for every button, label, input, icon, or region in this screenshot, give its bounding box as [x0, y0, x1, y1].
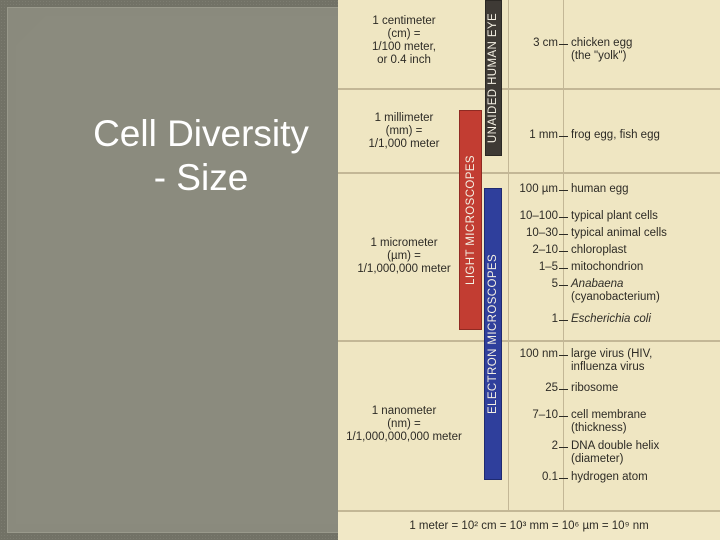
- size-value: 100 nm: [519, 348, 558, 360]
- scale-example: typical animal cells: [571, 227, 667, 239]
- size-value: 3 cm: [533, 37, 558, 49]
- scale-example: human egg: [571, 183, 629, 195]
- scale-tick: [559, 44, 568, 45]
- unaided-eye-label: UNAIDED HUMAN EYE: [487, 12, 500, 144]
- size-value: 2–10: [532, 244, 558, 256]
- scale-example: cell membrane (thickness): [571, 409, 647, 434]
- column-divider: [508, 0, 509, 510]
- scale-tick: [559, 234, 568, 235]
- unit-conversion-footer: 1 meter = 10² cm = 10³ mm = 10⁶ µm = 10⁹…: [338, 510, 720, 540]
- unit-millimeter: 1 millimeter (mm) = 1/1,000 meter: [368, 112, 440, 150]
- scale-tick: [559, 217, 568, 218]
- scale-example: Anabaena (cyanobacterium): [571, 278, 660, 303]
- unit-centimeter: 1 centimeter (cm) = 1/100 meter, or 0.4 inc…: [372, 15, 436, 66]
- scale-tick: [559, 190, 568, 191]
- scale-example: large virus (HIV, influenza virus: [571, 348, 653, 373]
- scale-tick: [559, 416, 568, 417]
- scale-example: typical plant cells: [571, 210, 658, 222]
- scale-tick: [559, 268, 568, 269]
- slide-title-line-2: - Size: [153, 157, 249, 198]
- title-panel: [16, 16, 338, 524]
- scale-example: DNA double helix (diameter): [571, 440, 660, 465]
- scale-tick: [559, 136, 568, 137]
- unit-nanometer: 1 nanometer (nm) = 1/1,000,000,000 meter: [346, 405, 462, 443]
- size-value: 10–100: [519, 210, 558, 222]
- size-value: 1 mm: [529, 129, 558, 141]
- scale-example: chicken egg (the "yolk"): [571, 37, 633, 62]
- scale-tick: [559, 447, 568, 448]
- scale-tick: [559, 355, 568, 356]
- band-divider: [338, 340, 720, 342]
- size-value: 0.1: [542, 471, 558, 483]
- electron-microscope-range-bar: ELECTRON MICROSCOPES: [484, 188, 502, 480]
- scale-example: ribosome: [571, 382, 619, 394]
- size-value: 7–10: [532, 409, 558, 421]
- size-value: 5: [551, 278, 558, 290]
- slide-title-line-1: Cell Diversity: [93, 113, 309, 154]
- size-value: 1: [551, 313, 558, 325]
- unit-micrometer: 1 micrometer (µm) = 1/1,000,000 meter: [357, 237, 451, 275]
- scale-example: frog egg, fish egg: [571, 129, 660, 141]
- scale-example: hydrogen atom: [571, 471, 648, 483]
- size-value: 25: [545, 382, 558, 394]
- unaided-eye-range-bar: UNAIDED HUMAN EYE: [485, 0, 502, 156]
- scale-example: chloroplast: [571, 244, 627, 256]
- scale-tick: [559, 478, 568, 479]
- scale-example: Escherichia coli: [571, 313, 651, 325]
- scale-axis-line: [563, 0, 564, 510]
- size-scale-figure: 1 centimeter (cm) = 1/100 meter, or 0.4 inc…: [338, 0, 720, 540]
- band-divider: [338, 172, 720, 174]
- light-microscope-label: LIGHT MICROSCOPES: [464, 155, 477, 285]
- scale-tick: [559, 285, 568, 286]
- scale-tick: [559, 251, 568, 252]
- light-microscope-range-bar: LIGHT MICROSCOPES: [459, 110, 482, 330]
- band-divider: [338, 88, 720, 90]
- size-value: 2: [551, 440, 558, 452]
- scale-example: mitochondrion: [571, 261, 644, 273]
- slide-title: Cell Diversity - Size: [56, 112, 346, 200]
- size-value: 1–5: [538, 261, 558, 273]
- size-value: 10–30: [526, 227, 558, 239]
- size-value: 100 µm: [519, 183, 558, 195]
- scale-tick: [559, 320, 568, 321]
- scale-tick: [559, 389, 568, 390]
